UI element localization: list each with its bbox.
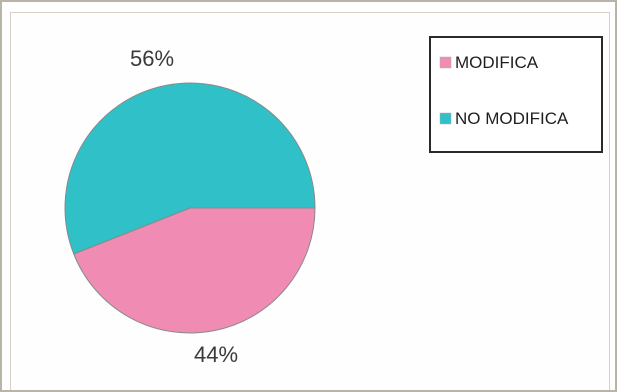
pie-slice-no-modifica	[64, 82, 316, 255]
plot-area	[10, 12, 610, 390]
legend: MODIFICA NO MODIFICA	[429, 36, 603, 153]
pie-slice-modifica	[73, 207, 316, 334]
slice-label-no-modifica: 56%	[130, 46, 174, 71]
legend-swatch-no-modifica	[439, 112, 452, 125]
legend-box	[429, 36, 603, 153]
pie-slices	[64, 82, 316, 334]
slice-label-modifica: 44%	[194, 342, 238, 367]
legend-swatch-modifica	[439, 56, 452, 69]
legend-label-no-modifica: NO MODIFICA	[455, 109, 569, 128]
legend-label-modifica: MODIFICA	[455, 53, 539, 72]
